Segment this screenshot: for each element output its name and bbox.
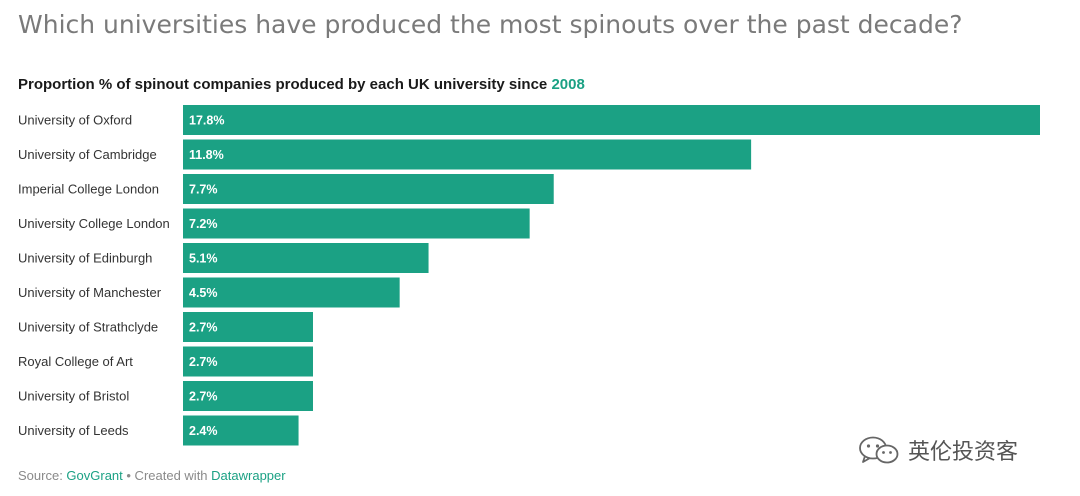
- bar-university-of-bristol: [183, 381, 313, 411]
- source-label: Source:: [18, 468, 67, 483]
- bar-university-of-oxford: [183, 105, 1040, 135]
- value-label-university-of-manchester: 4.5%: [189, 286, 218, 300]
- value-label-university-of-edinburgh: 5.1%: [189, 252, 218, 266]
- category-label-university-of-cambridge: University of Cambridge: [18, 147, 157, 162]
- category-label-university-of-leeds: University of Leeds: [18, 423, 129, 438]
- category-label-imperial-college-london: Imperial College London: [18, 182, 159, 197]
- chart-subtitle: Proportion % of spinout companies produc…: [18, 76, 585, 93]
- footer-separator: • Created with: [122, 468, 212, 483]
- category-label-royal-college-of-art: Royal College of Art: [18, 354, 133, 369]
- bar-royal-college-of-art: [183, 346, 313, 377]
- category-label-university-of-bristol: University of Bristol: [18, 389, 129, 404]
- category-label-university-of-strathclyde: University of Strathclyde: [18, 320, 158, 335]
- bar-university-of-strathclyde: [183, 312, 313, 342]
- watermark-text: 英伦投资客: [908, 440, 1019, 465]
- bar-chart: University of Oxford 17.8% University of C…: [18, 105, 1040, 446]
- value-label-university-of-strathclyde: 2.7%: [189, 321, 218, 335]
- category-label-university-of-oxford: University of Oxford: [18, 113, 132, 128]
- bar-university-of-cambridge: [183, 139, 752, 170]
- value-label-university-of-bristol: 2.7%: [189, 390, 218, 404]
- wechat-icon: [859, 436, 899, 464]
- value-label-royal-college-of-art: 2.7%: [189, 355, 218, 369]
- category-label-university-college-london: University College London: [18, 216, 170, 231]
- subtitle-year: 2008: [551, 76, 585, 93]
- bar-university-of-manchester: [183, 277, 400, 308]
- value-label-university-of-cambridge: 11.8%: [189, 148, 224, 162]
- value-label-university-college-london: 7.2%: [189, 217, 218, 231]
- source-link[interactable]: GovGrant: [66, 468, 123, 483]
- category-label-university-of-edinburgh: University of Edinburgh: [18, 251, 152, 266]
- value-label-imperial-college-london: 7.7%: [189, 183, 218, 197]
- watermark: 英伦投资客: [858, 434, 1018, 466]
- chart-footer: Source: GovGrant • Created with Datawrap…: [18, 468, 286, 483]
- bar-university-college-london: [183, 208, 530, 239]
- bar-university-of-leeds: [183, 415, 299, 446]
- value-label-university-of-oxford: 17.8%: [189, 114, 224, 128]
- datawrapper-link[interactable]: Datawrapper: [211, 468, 286, 483]
- subtitle-text: Proportion % of spinout companies produc…: [18, 76, 552, 93]
- bar-imperial-college-london: [183, 174, 554, 204]
- category-label-university-of-manchester: University of Manchester: [18, 285, 162, 300]
- bar-university-of-edinburgh: [183, 243, 429, 273]
- chart-headline: Which universities have produced the mos…: [18, 10, 963, 39]
- value-label-university-of-leeds: 2.4%: [189, 424, 218, 438]
